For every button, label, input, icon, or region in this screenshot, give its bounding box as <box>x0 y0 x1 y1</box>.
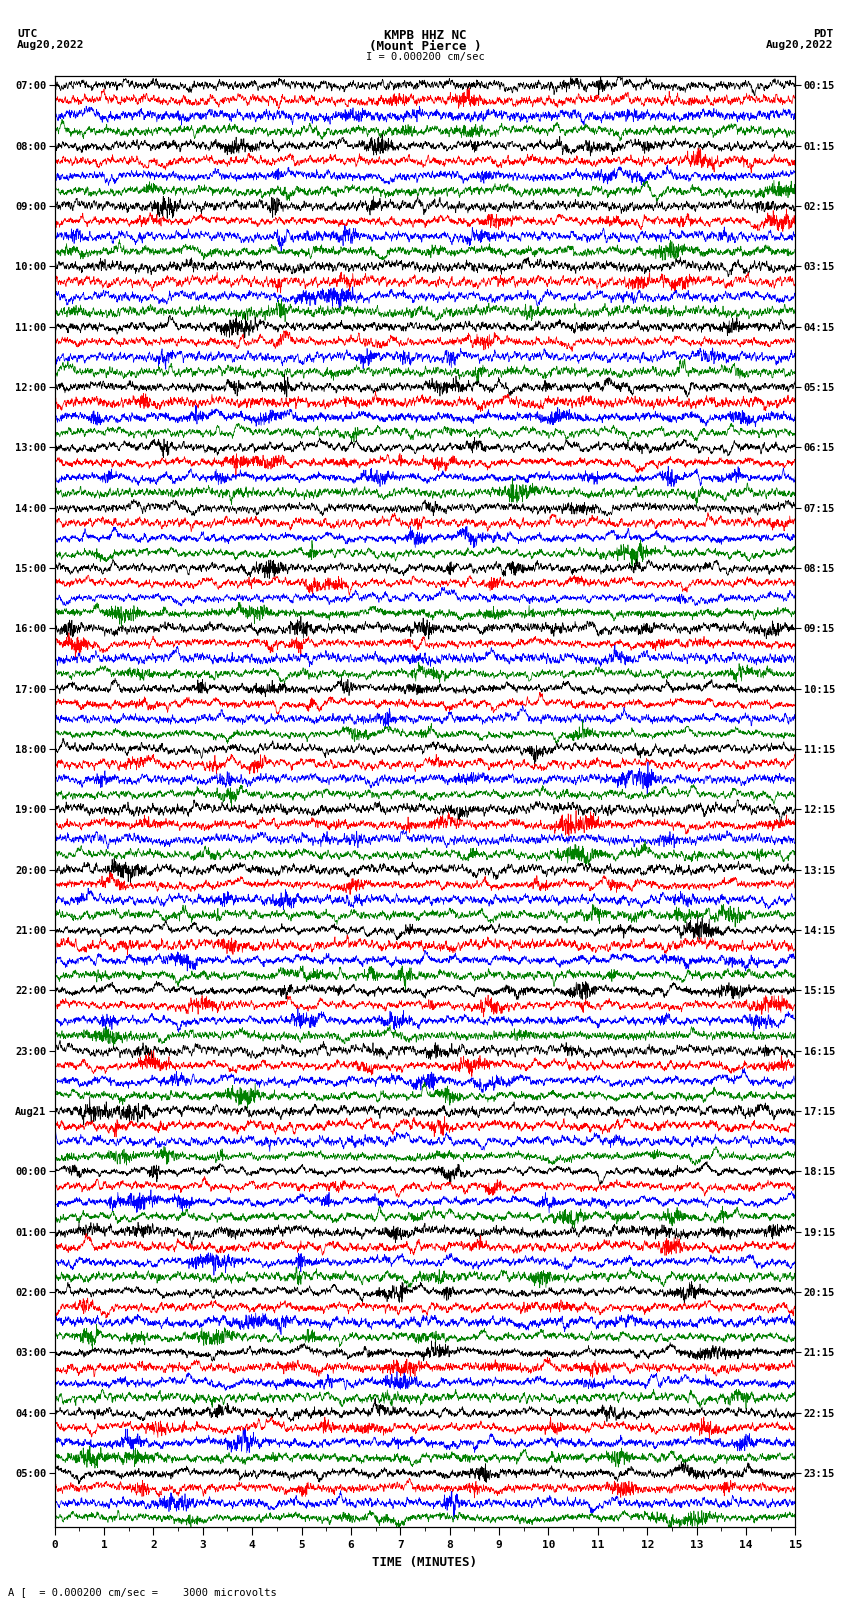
Text: (Mount Pierce ): (Mount Pierce ) <box>369 40 481 53</box>
Text: PDT: PDT <box>813 29 833 39</box>
Text: UTC: UTC <box>17 29 37 39</box>
Text: Aug20,2022: Aug20,2022 <box>766 40 833 50</box>
Text: KMPB HHZ NC: KMPB HHZ NC <box>383 29 467 42</box>
Text: I = 0.000200 cm/sec: I = 0.000200 cm/sec <box>366 52 484 61</box>
Text: A [  = 0.000200 cm/sec =    3000 microvolts: A [ = 0.000200 cm/sec = 3000 microvolts <box>8 1587 277 1597</box>
Text: Aug20,2022: Aug20,2022 <box>17 40 84 50</box>
X-axis label: TIME (MINUTES): TIME (MINUTES) <box>372 1557 478 1569</box>
